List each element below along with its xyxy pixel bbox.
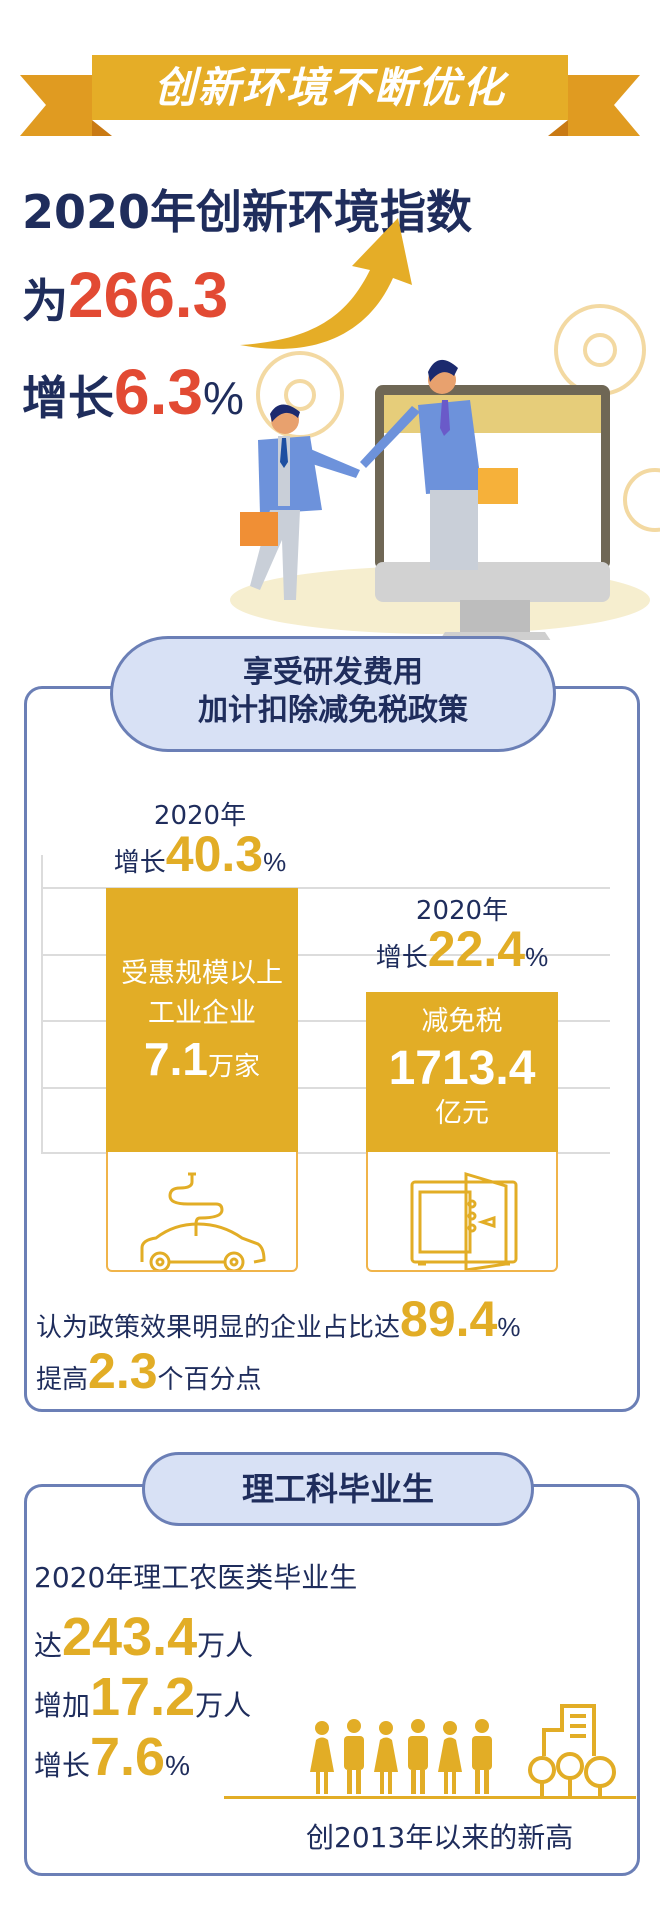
graduates-pill: 理工科毕业生 (142, 1452, 534, 1526)
bar1-value: 7.1 (144, 1033, 208, 1085)
arrow-up-icon (240, 218, 412, 349)
gridline (41, 1020, 610, 1022)
headline-growth: 增长6.3% (22, 355, 244, 429)
bar2-value: 1713.4 (388, 1042, 536, 1095)
businessman-right-icon (360, 359, 518, 570)
bar1-unit: 万家 (207, 1052, 260, 1082)
handshake-illustration (230, 218, 660, 640)
people-group-icon (224, 1704, 636, 1799)
headline-index: 为266.3 (22, 258, 228, 332)
headline-growth-suffix: % (202, 372, 244, 424)
bar1-text2: 工业企业 (148, 998, 256, 1029)
bar2-unit: 亿元 (435, 1098, 489, 1129)
briefcase-icon (240, 512, 278, 546)
summary1-suffix: % (497, 1312, 521, 1342)
bar2-growth-prefix: 增长 (375, 943, 428, 973)
bar2-year: 2020年 (415, 896, 509, 926)
bar1-growth-suffix: % (263, 847, 287, 877)
policy-summary-line1: 认为政策效果明显的企业占比达89.4% (36, 1290, 520, 1348)
bar1-growth-value: 40.3 (165, 826, 264, 882)
graduates-line2: 达243.4万人 (34, 1606, 253, 1668)
ribbon-banner-icon (20, 75, 640, 136)
graduates-line3: 增加17.2万人 (34, 1666, 251, 1728)
g4-prefix: 增长 (34, 1749, 91, 1782)
policy-pill-line2: 加计扣除减免税政策 (198, 693, 468, 728)
bar2-text1: 减免税 (421, 1006, 503, 1037)
policy-pill: 享受研发费用 加计扣除减免税政策 (110, 636, 556, 752)
bar2-growth-suffix: % (525, 942, 549, 972)
gridline (41, 954, 610, 956)
graduates-caption: 创2013年以来的新高 (306, 1821, 574, 1854)
headline-index-value: 266.3 (68, 259, 229, 331)
chart-axis (41, 855, 43, 1152)
summary2-value: 2.3 (88, 1343, 158, 1399)
businessman-left-icon (240, 404, 360, 600)
gridline (41, 1087, 610, 1089)
policy-summary-line2: 提高2.3个百分点 (36, 1342, 262, 1400)
summary1-prefix: 认为政策效果明显的企业占比达 (36, 1313, 401, 1343)
policy-pill-line1: 享受研发费用 (243, 655, 423, 690)
ground-line (224, 1796, 636, 1799)
summary1-value: 89.4 (400, 1291, 498, 1347)
chart-baseline (41, 1152, 610, 1154)
bar-tax-reduction: 减免税 1713.4 亿元 (366, 992, 558, 1152)
graduates-line4: 增长7.6% (34, 1726, 190, 1788)
headline-index-prefix: 为 (22, 274, 68, 328)
g4-value: 7.6 (90, 1727, 166, 1787)
graduates-panel (24, 1484, 640, 1876)
bar1-text1: 受惠规模以上 (121, 958, 283, 989)
bar-enterprises: 受惠规模以上 工业企业 7.1万家 (106, 888, 298, 1152)
bar1-icon-box (106, 1152, 298, 1273)
bar1-growth: 增长40.3% (80, 825, 320, 883)
g2-suffix: 万人 (197, 1629, 254, 1662)
summary2-prefix: 提高 (36, 1365, 89, 1395)
gridline (41, 887, 610, 889)
bar2-icon-box (366, 1152, 558, 1272)
summary2-suffix: 个百分点 (157, 1365, 262, 1395)
banner-title: 创新环境不断优化 (153, 63, 506, 112)
graduates-line1: 2020年理工农医类毕业生 (34, 1561, 358, 1594)
safe-icon (410, 1171, 518, 1272)
headline-growth-prefix: 增长 (22, 371, 114, 425)
g3-value: 17.2 (90, 1667, 196, 1727)
electric-car-icon (140, 1172, 266, 1273)
headline-growth-value: 6.3 (114, 356, 203, 428)
bar1-year: 2020年 (153, 801, 247, 831)
bar1-growth-prefix: 增长 (113, 848, 166, 878)
g2-prefix: 达 (34, 1629, 63, 1662)
banner (92, 55, 568, 120)
monitor-icon (375, 385, 610, 640)
g2-value: 243.4 (62, 1607, 198, 1667)
g4-suffix: % (165, 1750, 190, 1781)
bar2-growth: 增长22.4% (342, 920, 582, 978)
bar2-growth-value: 22.4 (427, 921, 526, 977)
briefcase-icon (478, 468, 518, 504)
g3-suffix: 万人 (195, 1689, 252, 1722)
building-trees-icon (528, 1704, 616, 1796)
g3-prefix: 增加 (34, 1689, 91, 1722)
